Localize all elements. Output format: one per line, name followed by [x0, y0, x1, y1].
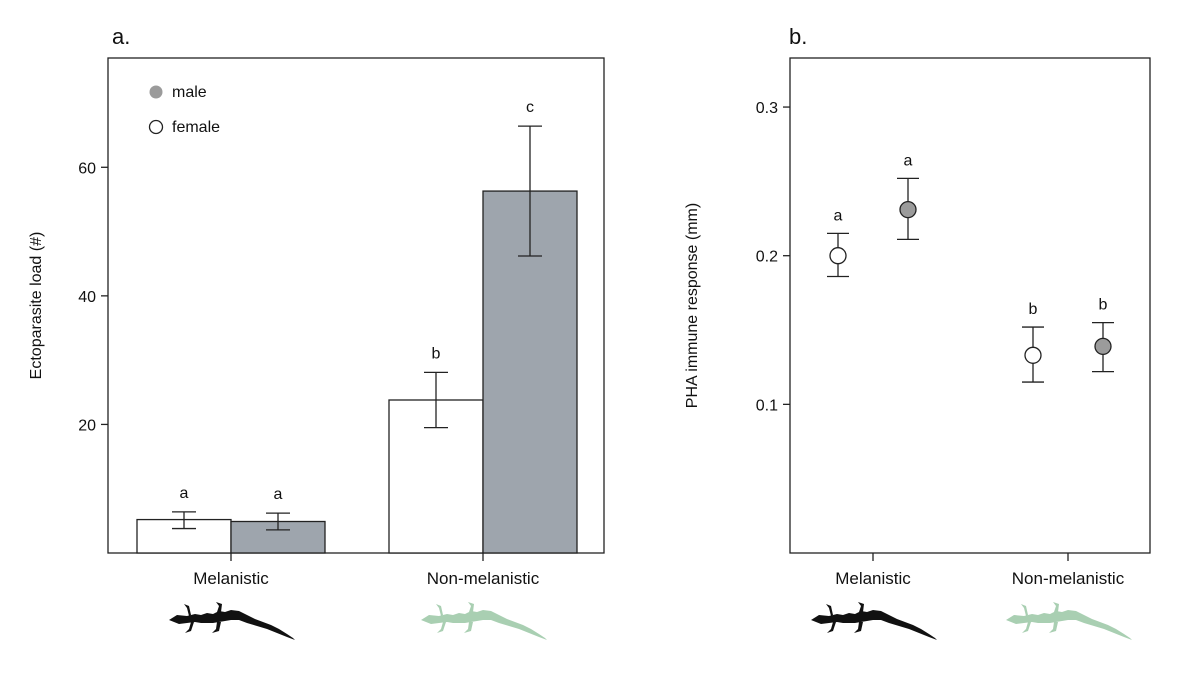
panel-label: a.: [112, 24, 130, 49]
y-tick-label: 0.2: [756, 249, 778, 266]
y-tick-label: 0.1: [756, 397, 778, 414]
lizard-silhouette-icon: [169, 602, 295, 640]
panel-label: b.: [789, 24, 807, 49]
significance-letter: b: [1099, 297, 1108, 314]
significance-letter: b: [1029, 301, 1038, 318]
significance-letter: a: [274, 486, 283, 503]
y-tick-label: 20: [78, 417, 96, 434]
point-female: [829, 247, 847, 265]
y-tick-label: 0.3: [756, 100, 778, 117]
lizard-silhouette-icon: [1006, 602, 1132, 640]
point-group: aa: [827, 152, 919, 278]
significance-letter: b: [432, 345, 441, 362]
error-bar-female: [424, 371, 448, 429]
x-category-label: Melanistic: [193, 569, 269, 588]
x-category-label: Non-melanistic: [427, 569, 540, 588]
legend-marker-male: [149, 85, 163, 99]
y-tick-label: 40: [78, 289, 96, 306]
legend: male female: [148, 84, 220, 136]
significance-letter: a: [180, 485, 189, 502]
lizard-silhouette-icon: [421, 602, 547, 640]
legend-label-female: female: [172, 119, 220, 136]
legend-label-male: male: [172, 84, 207, 101]
x-category-label: Non-melanistic: [1012, 569, 1125, 588]
significance-letter: a: [834, 207, 843, 224]
lizard-silhouette-icon: [811, 602, 937, 640]
bar-group: bc: [388, 99, 578, 554]
point-male: [1094, 337, 1112, 356]
error-bar-male: [518, 125, 542, 257]
legend-marker-female: [148, 119, 164, 135]
error-bar-male: [266, 512, 290, 531]
significance-letter: a: [904, 152, 913, 169]
significance-letter: c: [526, 99, 534, 116]
error-bar-female: [172, 511, 196, 530]
x-category-label: Melanistic: [835, 569, 911, 588]
plot-frame: [107, 57, 605, 554]
y-tick-label: 60: [78, 160, 96, 177]
y-axis-title: Ectoparasite load (#): [28, 232, 45, 380]
y-axis-title: PHA immune response (mm): [684, 203, 701, 408]
point-male: [899, 200, 917, 219]
plot-frame: [789, 57, 1151, 554]
point-female: [1024, 346, 1042, 364]
